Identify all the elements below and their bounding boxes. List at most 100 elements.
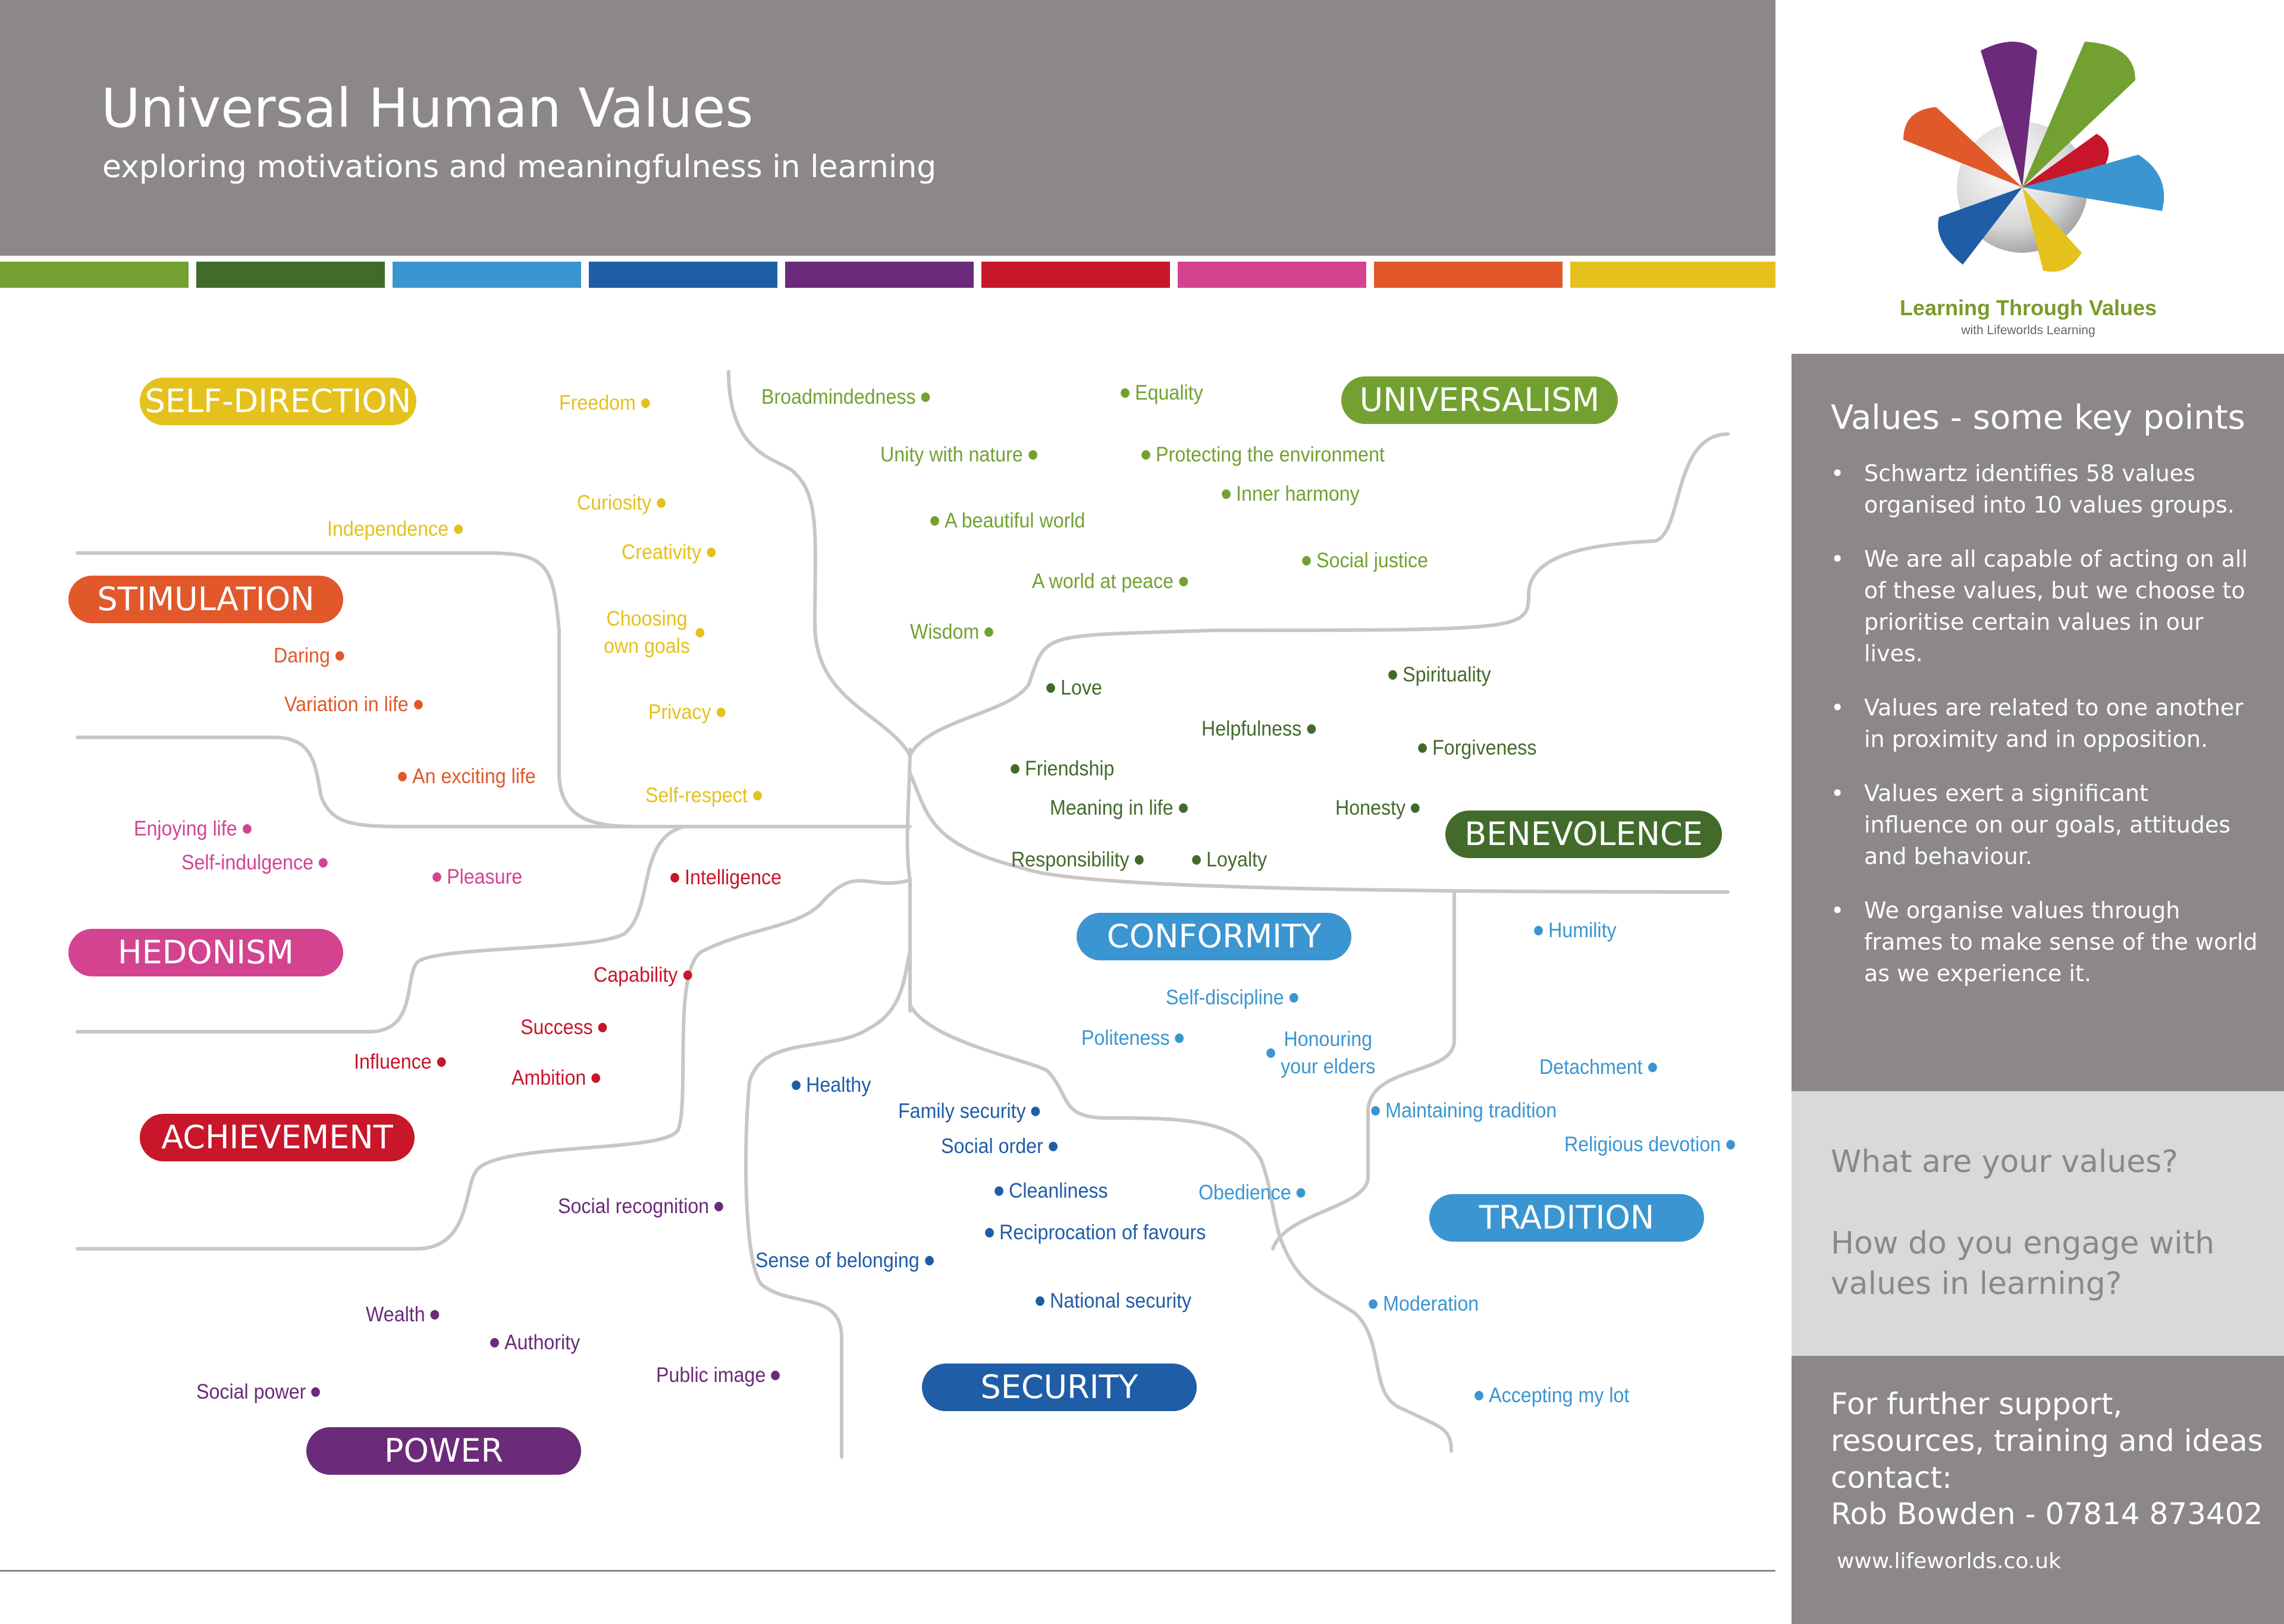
value-item: Humility [1529,917,1617,944]
value-label: Protecting the environment [1156,443,1385,466]
value-label: Broadmindedness [761,385,916,409]
value-dot [714,1202,724,1211]
value-dot [641,398,650,408]
value-item: Cleanliness [989,1177,1108,1205]
value-dot [1028,450,1037,460]
group-label-universalism: UNIVERSALISM [1341,376,1618,424]
contact-intro: For further support, resources, training… [1831,1387,2263,1495]
value-dot [398,772,407,781]
value-dot [1369,1299,1378,1309]
value-label: Public image [656,1364,766,1387]
branch-universalism-top [727,370,912,757]
value-item: Detachment [1539,1054,1662,1081]
group-label-tradition: TRADITION [1429,1194,1704,1242]
value-dot [454,524,463,534]
value-dot [1222,489,1231,499]
group-label-hedonism: HEDONISM [68,929,343,976]
value-label: Pleasure [447,865,523,888]
value-label: Authority [504,1331,581,1354]
value-label: Forgiveness [1432,736,1537,759]
value-dot [657,498,666,508]
value-label: Freedom [559,391,636,414]
contact-name-phone: Rob Bowden - 07814 873402 [1831,1497,2263,1531]
value-dot [1418,743,1427,753]
stripe-segment [1178,262,1366,288]
value-dot [1192,855,1201,865]
value-label: Equality [1135,381,1203,404]
value-label: Choosing own goals [604,607,691,658]
color-stripe [0,262,1775,288]
connector-lines [76,370,1730,1459]
value-dot [716,708,726,717]
value-item: Family security [898,1098,1046,1125]
value-dot [1296,1188,1306,1198]
value-dot [430,1310,440,1320]
group-label-security: SECURITY [922,1364,1197,1411]
values-diagram: SELF-DIRECTION STIMULATION HEDONISM ACHIEVE… [68,370,1736,1475]
value-label: Detachment [1539,1056,1643,1079]
value-label: Love [1061,676,1102,699]
value-dot [1179,577,1188,586]
value-dot [1134,855,1144,865]
logo-petal [2022,187,2082,272]
value-item: Healthy [786,1072,871,1099]
value-label: Daring [274,644,330,667]
value-dot [1031,1107,1040,1116]
branch-security [908,1003,1453,1453]
group-label-power: POWER [306,1427,581,1475]
value-dot [1371,1106,1380,1116]
value-dot [984,627,994,637]
value-label: Wealth [366,1303,425,1326]
value-label: A beautiful world [945,509,1085,532]
group-label-achievement: ACHIEVEMENT [140,1114,415,1161]
question-text: What are your values? [1831,1144,2178,1180]
value-dot [924,1256,934,1265]
value-dot [598,1023,607,1032]
value-label: Sense of belonging [755,1249,920,1272]
value-dot [437,1057,446,1067]
value-item: National security [1030,1287,1191,1315]
logo-petal [1981,42,2037,187]
value-label: Self-indulgence [181,851,313,874]
value-dot [1141,450,1150,460]
logo-tagline: with Lifeworlds Learning [1961,323,2095,337]
key-points-title: Values - some key points [1831,398,2245,437]
header-banner: Universal Human Values exploring motivat… [0,0,1775,256]
value-dot [319,858,328,868]
bottom-rule [0,1570,1775,1572]
branch-universalism-right [908,432,1730,757]
stripe-segment [393,262,581,288]
value-item: Accepting my lot [1469,1382,1629,1409]
value-item: Honouring your elders [1261,1026,1375,1080]
value-label: Intelligence [685,866,782,889]
value-item: Influence [354,1048,451,1076]
value-item: Moderation [1363,1290,1479,1318]
value-label: Humility [1548,919,1617,942]
value-label: Meaning in life [1050,796,1174,819]
stripe-segment [785,262,974,288]
contact-website-link[interactable]: www.lifeworlds.co.uk [1837,1549,2061,1573]
value-dot [1046,683,1055,693]
value-label: Curiosity [577,491,652,514]
value-item: An exciting life [393,763,536,790]
value-item: Authority [485,1329,580,1356]
value-label: Variation in life [284,693,409,716]
value-label: Creativity [622,541,702,564]
value-item: A beautiful world [925,507,1085,535]
value-item: Meaning in life [1050,794,1193,822]
value-item: Ambition [512,1064,605,1092]
group-label-self-direction: SELF-DIRECTION [140,378,416,425]
value-label: Reciprocation of favours [999,1221,1206,1244]
value-dot [985,1228,994,1237]
value-item: Social recognition [558,1193,729,1220]
value-label: Healthy [806,1073,871,1097]
value-dot [771,1371,780,1380]
learning-through-values-logo [1903,42,2164,272]
value-item: Variation in life [284,691,428,718]
value-dot [242,824,252,834]
value-item: Protecting the environment [1136,441,1385,469]
value-label: A world at peace [1032,570,1174,593]
value-label: Accepting my lot [1489,1384,1630,1407]
value-item: Sense of belonging [755,1247,939,1274]
value-label: Self-respect [645,784,748,807]
